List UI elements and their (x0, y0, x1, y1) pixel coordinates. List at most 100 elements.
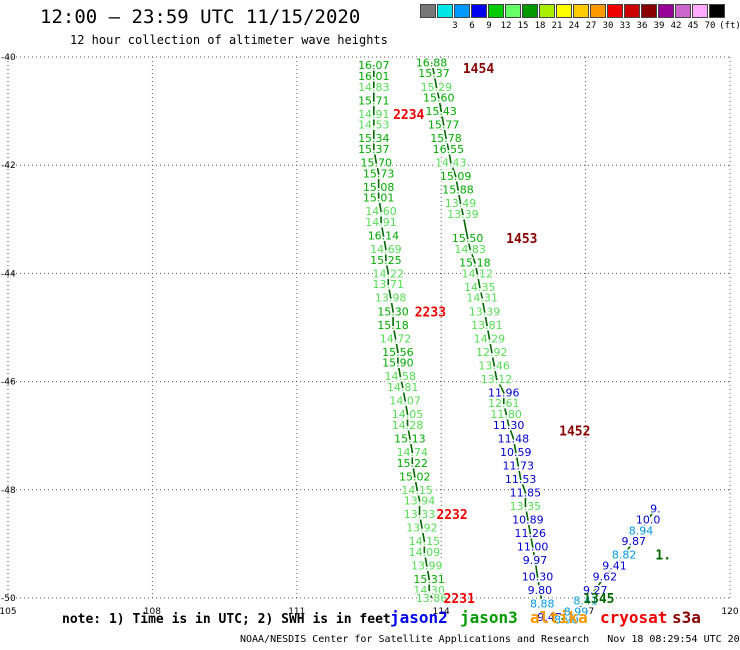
y-tick-label: -42 (1, 161, 16, 171)
wave-height-label: 14.43 (435, 156, 467, 169)
wave-height-label: 8.41 (573, 595, 598, 608)
color-swatch (624, 4, 640, 18)
wave-height-label: 14.72 (380, 332, 412, 345)
wave-height-label: 15.60 (423, 92, 455, 105)
chart-title: 12:00 – 23:59 UTC 11/15/2020 (40, 6, 361, 28)
wave-height-label: 14.91 (358, 108, 390, 121)
time-label: 2231 (444, 592, 475, 607)
footer-note: note: 1) Time is in UTC; 2) SWH is in fe… (62, 612, 391, 627)
wave-height-label: 11.48 (498, 432, 530, 445)
wave-height-label: 8.88 (530, 597, 555, 610)
wave-height-label: 8.82 (612, 549, 637, 562)
wave-height-label: 14.15 (401, 484, 433, 497)
x-tick-label: 114 (433, 607, 450, 617)
wave-height-label: 9.41 (602, 560, 627, 573)
x-tick-label: 105 (0, 607, 17, 617)
wave-height-label: 15.01 (363, 192, 395, 205)
color-swatch (488, 4, 504, 18)
color-swatch (522, 4, 538, 18)
color-swatch (505, 4, 521, 18)
wave-height-label: 14.07 (389, 395, 421, 408)
wave-height-label: 14.28 (392, 419, 424, 432)
color-swatch (556, 4, 572, 18)
color-swatch-label: 3 (452, 21, 458, 31)
color-swatch (573, 4, 589, 18)
color-swatch (471, 4, 487, 18)
wave-height-label: 11.30 (493, 419, 525, 432)
satellite-legend-cryosat: cryosat (600, 608, 668, 627)
wave-height-label: 13.33 (404, 508, 436, 521)
satellite-track-line (373, 65, 433, 599)
wave-height-label: 15.18 (459, 257, 491, 270)
wave-height-label: 11.85 (510, 487, 542, 500)
wave-height-label: 15.90 (382, 357, 414, 370)
wave-height-label: 14.69 (370, 243, 402, 256)
wave-height-label: 12.92 (476, 346, 508, 359)
wave-height-label: 15.78 (430, 132, 462, 145)
color-swatch-label: 33 (619, 21, 631, 31)
color-swatch (641, 4, 657, 18)
color-swatch-label: 24 (568, 21, 580, 31)
wave-height-label: 16.07 (358, 59, 390, 72)
color-swatch (658, 4, 674, 18)
wave-height-label: 13.39 (447, 208, 479, 221)
color-swatch-label: 12 (500, 21, 512, 31)
color-swatch (607, 4, 623, 18)
wave-height-label: 9.80 (528, 584, 553, 597)
wave-height-label: 15.56 (382, 346, 414, 359)
wave-height-label: 14.31 (466, 292, 498, 305)
color-swatch (420, 4, 436, 18)
wave-height-label: 8.94 (629, 524, 654, 537)
satellite-track-line (549, 508, 657, 621)
color-swatch (709, 4, 725, 18)
wave-height-label: 15.13 (394, 432, 426, 445)
color-swatch (539, 4, 555, 18)
time-label: 2233 (415, 305, 446, 320)
color-swatch-label: 42 (670, 21, 682, 31)
time-label: 1454 (463, 62, 494, 77)
wave-height-label: 16.14 (368, 230, 400, 243)
x-tick-label: 120 (721, 607, 738, 617)
wave-height-label: 14.35 (464, 281, 496, 294)
color-swatch-label: 39 (653, 21, 665, 31)
wave-height-label: 13.98 (375, 292, 407, 305)
wave-height-label: 15.34 (358, 132, 390, 145)
wave-height-label: 14.29 (474, 332, 506, 345)
wave-height-label: 14.09 (409, 546, 441, 559)
x-tick-label: 111 (288, 607, 305, 617)
wave-height-label: 14.91 (365, 216, 397, 229)
footer-credit: NOAA/NESDIS Center for Satellite Applica… (240, 634, 740, 645)
wave-height-label: 14.12 (462, 267, 494, 280)
satellite-legend-jason3: jason3 (460, 608, 518, 627)
wave-height-label: 14.74 (397, 446, 429, 459)
wave-height-label: 10.30 (522, 570, 554, 583)
color-swatch-label: 70 (704, 21, 716, 31)
wave-height-label: 11.26 (514, 527, 546, 540)
wave-height-label: 15.18 (377, 319, 409, 332)
color-swatch-label: 18 (534, 21, 546, 31)
color-swatch (675, 4, 691, 18)
y-tick-label: -46 (1, 378, 16, 388)
wave-height-label: 14.83 (454, 243, 486, 256)
wave-height-label: 15.88 (442, 184, 474, 197)
chart-subtitle: 12 hour collection of altimeter wave hei… (70, 33, 388, 47)
wave-height-label: 8.90 (554, 614, 579, 627)
wave-height-label: 14.60 (365, 205, 397, 218)
color-swatch-label: 6 (469, 21, 475, 31)
y-tick-label: -40 (1, 53, 16, 63)
wave-height-label: 15.37 (358, 143, 390, 156)
wave-height-label: 16.88 (416, 56, 448, 69)
wave-height-label: 14.15 (409, 535, 441, 548)
wave-height-label: 15.09 (440, 170, 472, 183)
color-scale-unit: (ft) (719, 21, 740, 31)
wave-height-label: 13.92 (406, 522, 438, 535)
time-label: 1. (655, 549, 671, 564)
wave-height-label: 13.49 (445, 197, 477, 210)
time-label: 1453 (506, 232, 537, 247)
wave-height-label: 14.05 (392, 408, 424, 421)
wave-height-label: 15.02 (399, 470, 431, 483)
wave-height-label: 14.58 (385, 370, 417, 383)
wave-height-label: 16.01 (358, 70, 390, 83)
wave-height-label: 15.31 (413, 573, 445, 586)
